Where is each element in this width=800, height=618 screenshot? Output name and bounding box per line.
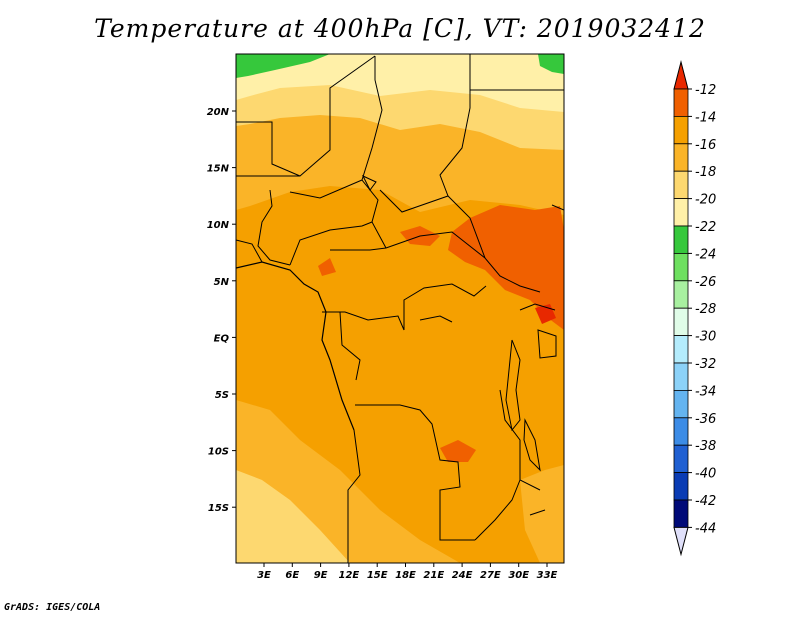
colorbar-label: -36 [695,412,716,427]
latitude-label: 15S [208,503,229,514]
map-frame [235,53,565,564]
colorbar-top-triangle [673,60,689,90]
colorbar-label: -28 [695,302,716,317]
temperature-band-minus24-north [236,54,330,78]
colorbar-label: -44 [695,521,716,536]
temperature-band-minus20-north [236,54,564,112]
longitude-label: 12E [339,570,360,581]
colorbar-label: -42 [695,494,716,509]
longitude-label: 9E [314,570,328,581]
longitude-label: 33E [537,570,558,581]
latitude-label: EQ [214,333,230,344]
colorbar-box [673,472,689,501]
longitude-label: 6E [285,570,299,581]
temperature-band-minus18-south [236,470,350,563]
colorbar-label: -18 [695,165,716,180]
colorbar-label: -22 [695,220,716,235]
temperature-band-minus16-east [520,465,564,563]
temperature-band-minus24-northeast [538,54,564,74]
colorbar-label: -24 [695,247,716,262]
colorbar-label: -30 [695,330,716,345]
colorbar-label: -16 [695,138,716,153]
colorbar-box [673,389,689,419]
longitude-label: 18E [395,570,416,581]
temperature-band-minus14-west [318,258,336,276]
latitude-label: 15N [207,164,230,175]
latitude-axis: 20N 15N 10N 5N EQ 5S 10S 15S [207,107,236,514]
longitude-label: 21E [423,570,444,581]
colorbar-label: -26 [695,275,716,290]
colorbar-box [673,499,689,528]
colorbar-label: -14 [695,110,716,125]
longitude-label: 30E [508,570,529,581]
colorbar-box [673,252,689,282]
colorbar-box [673,417,689,446]
colorbar-box [673,170,689,199]
colorbar-label: -38 [695,439,716,454]
country-borders [236,54,564,563]
colorbar-box [673,307,689,337]
grads-credit: GrADS: IGES/COLA [4,602,101,613]
longitude-label: 24E [452,570,473,581]
colorbar-bottom-triangle [673,526,689,557]
colorbar-box [673,116,689,145]
colorbar: -12 -14 -16 -18 -20 -22 -24 -26 -28 -30 -32 -34 -36 -… [673,60,716,557]
longitude-label: 27E [480,570,501,581]
colorbar-label: -20 [695,193,716,208]
longitude-axis: 3E 6E 9E 12E 15E 18E 21E 24E 27E 30E 33E [257,563,558,581]
temperature-band-minus14-south [440,440,476,462]
map-plot-area [236,54,564,563]
colorbar-box [673,335,689,364]
latitude-label: 20N [207,107,230,118]
lakes-outline [361,174,557,516]
colorbar-box [673,88,689,117]
longitude-label: 15E [367,570,388,581]
colorbar-label: -34 [695,384,716,399]
colorbar-label: -40 [695,467,716,482]
latitude-label: 10N [207,220,230,231]
latitude-label: 10S [208,447,229,458]
colorbar-box [673,444,689,474]
colorbar-label: -32 [695,357,716,372]
latitude-label: 5N [214,277,230,288]
colorbar-box [673,280,689,309]
colorbar-box [673,362,689,391]
longitude-label: 3E [257,570,271,581]
latitude-label: 5S [215,390,229,401]
map-title: Temperature at 400hPa [C], VT: 201903241… [94,14,706,43]
coastline [236,261,355,431]
colorbar-box [673,198,689,227]
colorbar-label: -12 [695,83,716,98]
colorbar-box [673,143,689,172]
colorbar-box [673,225,689,254]
